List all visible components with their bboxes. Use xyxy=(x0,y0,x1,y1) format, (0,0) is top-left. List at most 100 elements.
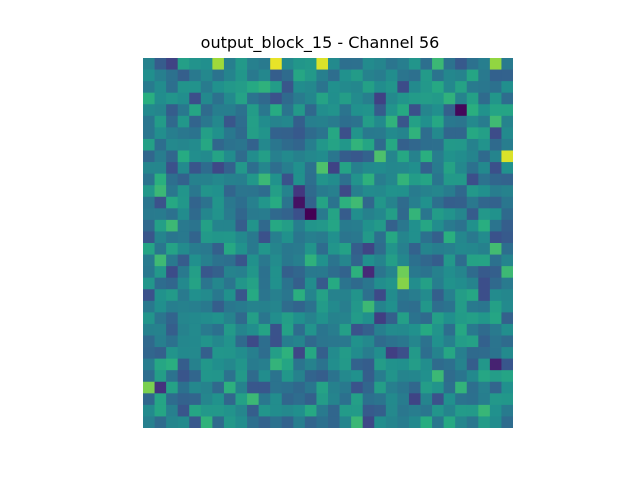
heatmap-cell-r23-c22 xyxy=(397,323,410,336)
heatmap-cell-r20-c25 xyxy=(432,289,445,302)
heatmap-cell-r8-c22 xyxy=(397,150,410,163)
heatmap-cell-r5-c31 xyxy=(501,115,513,128)
heatmap-cell-r10-c25 xyxy=(432,173,445,186)
heatmap-cell-r30-c12 xyxy=(281,404,294,417)
heatmap-cell-r20-c5 xyxy=(200,289,213,302)
heatmap-cell-r29-c18 xyxy=(351,393,364,406)
heatmap-cell-r29-c8 xyxy=(235,393,248,406)
heatmap-cell-r9-c27 xyxy=(455,162,468,175)
heatmap-cell-r14-c9 xyxy=(247,219,260,232)
heatmap-cell-r1-c30 xyxy=(489,69,502,82)
heatmap-cell-r25-c29 xyxy=(478,347,491,360)
heatmap-cell-r12-c9 xyxy=(247,196,260,209)
heatmap-cell-r28-c13 xyxy=(293,381,306,394)
heatmap-cell-r15-c1 xyxy=(154,231,167,244)
heatmap-cell-r27-c15 xyxy=(316,370,329,383)
heatmap-cell-r7-c16 xyxy=(328,138,340,151)
heatmap-cell-r30-c13 xyxy=(293,404,306,417)
heatmap-cell-r4-c21 xyxy=(385,104,398,117)
heatmap-cell-r11-c0 xyxy=(143,185,155,198)
heatmap-cell-r7-c8 xyxy=(235,138,248,151)
heatmap-cell-r9-c20 xyxy=(374,162,387,175)
heatmap-cell-r12-c8 xyxy=(235,196,248,209)
heatmap-cell-r3-c30 xyxy=(489,92,502,105)
heatmap-cell-r16-c19 xyxy=(362,243,375,255)
heatmap-cell-r0-c6 xyxy=(212,58,225,70)
heatmap-cell-r28-c0 xyxy=(143,381,155,394)
heatmap-cell-r18-c12 xyxy=(281,266,294,279)
heatmap-cell-r15-c10 xyxy=(258,231,271,244)
heatmap-cell-r5-c23 xyxy=(408,115,421,128)
heatmap-cell-r31-c11 xyxy=(270,416,283,428)
heatmap-cell-r30-c22 xyxy=(397,404,410,417)
heatmap-cell-r2-c11 xyxy=(270,81,283,94)
heatmap-cell-r1-c28 xyxy=(466,69,479,82)
heatmap-cell-r19-c17 xyxy=(339,277,352,290)
heatmap-cell-r11-c31 xyxy=(501,185,513,198)
heatmap-cell-r15-c19 xyxy=(362,231,375,244)
heatmap-cell-r2-c29 xyxy=(478,81,491,94)
heatmap-cell-r10-c19 xyxy=(362,173,375,186)
heatmap-cell-r2-c10 xyxy=(258,81,271,94)
heatmap-cell-r7-c14 xyxy=(304,138,317,151)
heatmap-cell-r3-c29 xyxy=(478,92,491,105)
heatmap-cell-r11-c1 xyxy=(154,185,167,198)
heatmap-cell-r29-c19 xyxy=(362,393,375,406)
heatmap-cell-r20-c19 xyxy=(362,289,375,302)
heatmap-cell-r6-c22 xyxy=(397,127,410,140)
heatmap-cell-r23-c25 xyxy=(432,323,445,336)
heatmap-cell-r27-c0 xyxy=(143,370,155,383)
heatmap-cell-r30-c10 xyxy=(258,404,271,417)
heatmap-cell-r4-c31 xyxy=(501,104,513,117)
heatmap-cell-r29-c21 xyxy=(385,393,398,406)
heatmap-cell-r30-c17 xyxy=(339,404,352,417)
heatmap-cell-r29-c14 xyxy=(304,393,317,406)
heatmap-cell-r19-c6 xyxy=(212,277,225,290)
heatmap-cell-r29-c16 xyxy=(328,393,340,406)
heatmap-cell-r15-c4 xyxy=(189,231,202,244)
heatmap-cell-r6-c23 xyxy=(408,127,421,140)
heatmap-cell-r3-c11 xyxy=(270,92,283,105)
heatmap-cell-r11-c29 xyxy=(478,185,491,198)
heatmap-cell-r6-c30 xyxy=(489,127,502,140)
heatmap-cell-r23-c12 xyxy=(281,323,294,336)
heatmap-cell-r26-c22 xyxy=(397,358,410,371)
heatmap-cell-r24-c2 xyxy=(166,335,179,348)
heatmap-cell-r23-c30 xyxy=(489,323,502,336)
heatmap-cell-r3-c13 xyxy=(293,92,306,105)
heatmap-cell-r17-c12 xyxy=(281,254,294,267)
heatmap-cell-r17-c15 xyxy=(316,254,329,267)
heatmap-cell-r28-c9 xyxy=(247,381,260,394)
heatmap-cell-r27-c9 xyxy=(247,370,260,383)
heatmap-cell-r0-c18 xyxy=(351,58,364,70)
heatmap-cell-r20-c8 xyxy=(235,289,248,302)
heatmap-cell-r6-c18 xyxy=(351,127,364,140)
heatmap-cell-r16-c15 xyxy=(316,243,329,255)
heatmap-cell-r6-c20 xyxy=(374,127,387,140)
heatmap-cell-r13-c26 xyxy=(443,208,456,221)
heatmap-cell-r22-c9 xyxy=(247,312,260,325)
heatmap-cell-r12-c24 xyxy=(420,196,433,209)
heatmap-cell-r10-c4 xyxy=(189,173,202,186)
heatmap-cell-r2-c2 xyxy=(166,81,179,94)
heatmap-cell-r9-c2 xyxy=(166,162,179,175)
heatmap-cell-r27-c30 xyxy=(489,370,502,383)
heatmap-cell-r28-c5 xyxy=(200,381,213,394)
heatmap-cell-r5-c24 xyxy=(420,115,433,128)
heatmap-cell-r11-c11 xyxy=(270,185,283,198)
heatmap-cell-r23-c27 xyxy=(455,323,468,336)
heatmap-cell-r18-c16 xyxy=(328,266,340,279)
heatmap-cell-r15-c9 xyxy=(247,231,260,244)
heatmap-cell-r20-c12 xyxy=(281,289,294,302)
heatmap-cell-r11-c2 xyxy=(166,185,179,198)
heatmap-cell-r25-c27 xyxy=(455,347,468,360)
heatmap-cell-r13-c19 xyxy=(362,208,375,221)
heatmap-cell-r0-c13 xyxy=(293,58,306,70)
heatmap-cell-r5-c13 xyxy=(293,115,306,128)
heatmap-cell-r17-c9 xyxy=(247,254,260,267)
heatmap-cell-r28-c17 xyxy=(339,381,352,394)
heatmap-cell-r20-c18 xyxy=(351,289,364,302)
heatmap-cell-r19-c24 xyxy=(420,277,433,290)
heatmap-cell-r30-c9 xyxy=(247,404,260,417)
heatmap-cell-r6-c11 xyxy=(270,127,283,140)
